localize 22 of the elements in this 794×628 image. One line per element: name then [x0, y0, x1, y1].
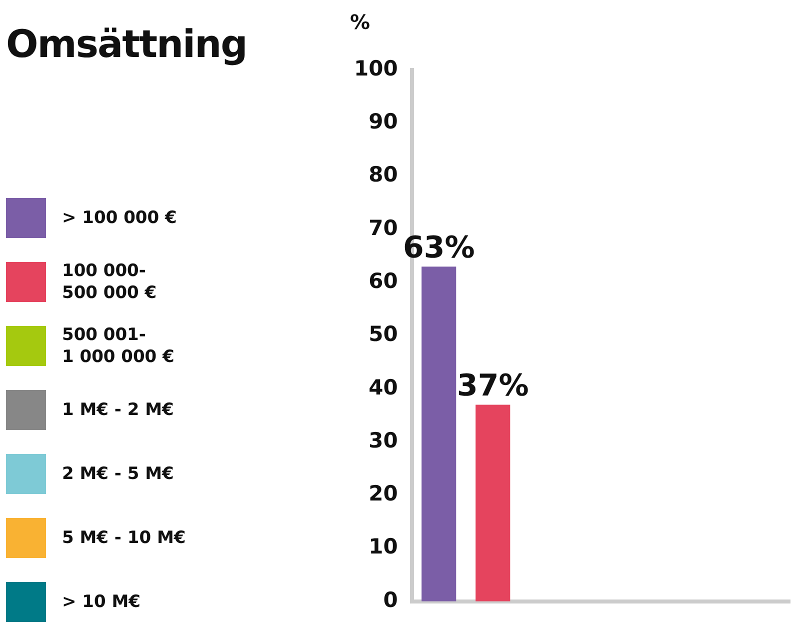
legend-label: 1 M€ - 2 M€: [62, 399, 175, 421]
y-axis-title: %: [350, 10, 370, 34]
y-tick-label: 20: [368, 482, 398, 506]
legend-label: > 100 000 €: [62, 207, 178, 229]
chart-title: Omsättning: [6, 22, 247, 66]
y-tick-label: 10: [368, 534, 398, 559]
y-tick-label: 60: [368, 269, 398, 294]
y-tick-label: 80: [368, 162, 398, 187]
y-tick-label: 100: [354, 56, 398, 80]
legend-label: 5 M€ - 10 M€: [62, 527, 187, 549]
legend-label: 2 M€ - 5 M€: [62, 463, 175, 485]
data-label: 37%: [456, 368, 529, 404]
y-tick-label: 70: [368, 216, 398, 240]
data-label: 63%: [402, 230, 475, 266]
legend-label: 100 000-500 000 €: [62, 260, 158, 304]
legend-label: > 10 M€: [62, 591, 142, 613]
y-tick-label: 40: [368, 375, 398, 400]
y-tick-label: 50: [368, 322, 398, 346]
y-tick-label: 0: [383, 588, 398, 612]
legend-label: 500 001-1 000 000 €: [62, 324, 176, 368]
y-tick-label: 30: [368, 428, 398, 452]
y-tick-label: 90: [368, 110, 398, 134]
